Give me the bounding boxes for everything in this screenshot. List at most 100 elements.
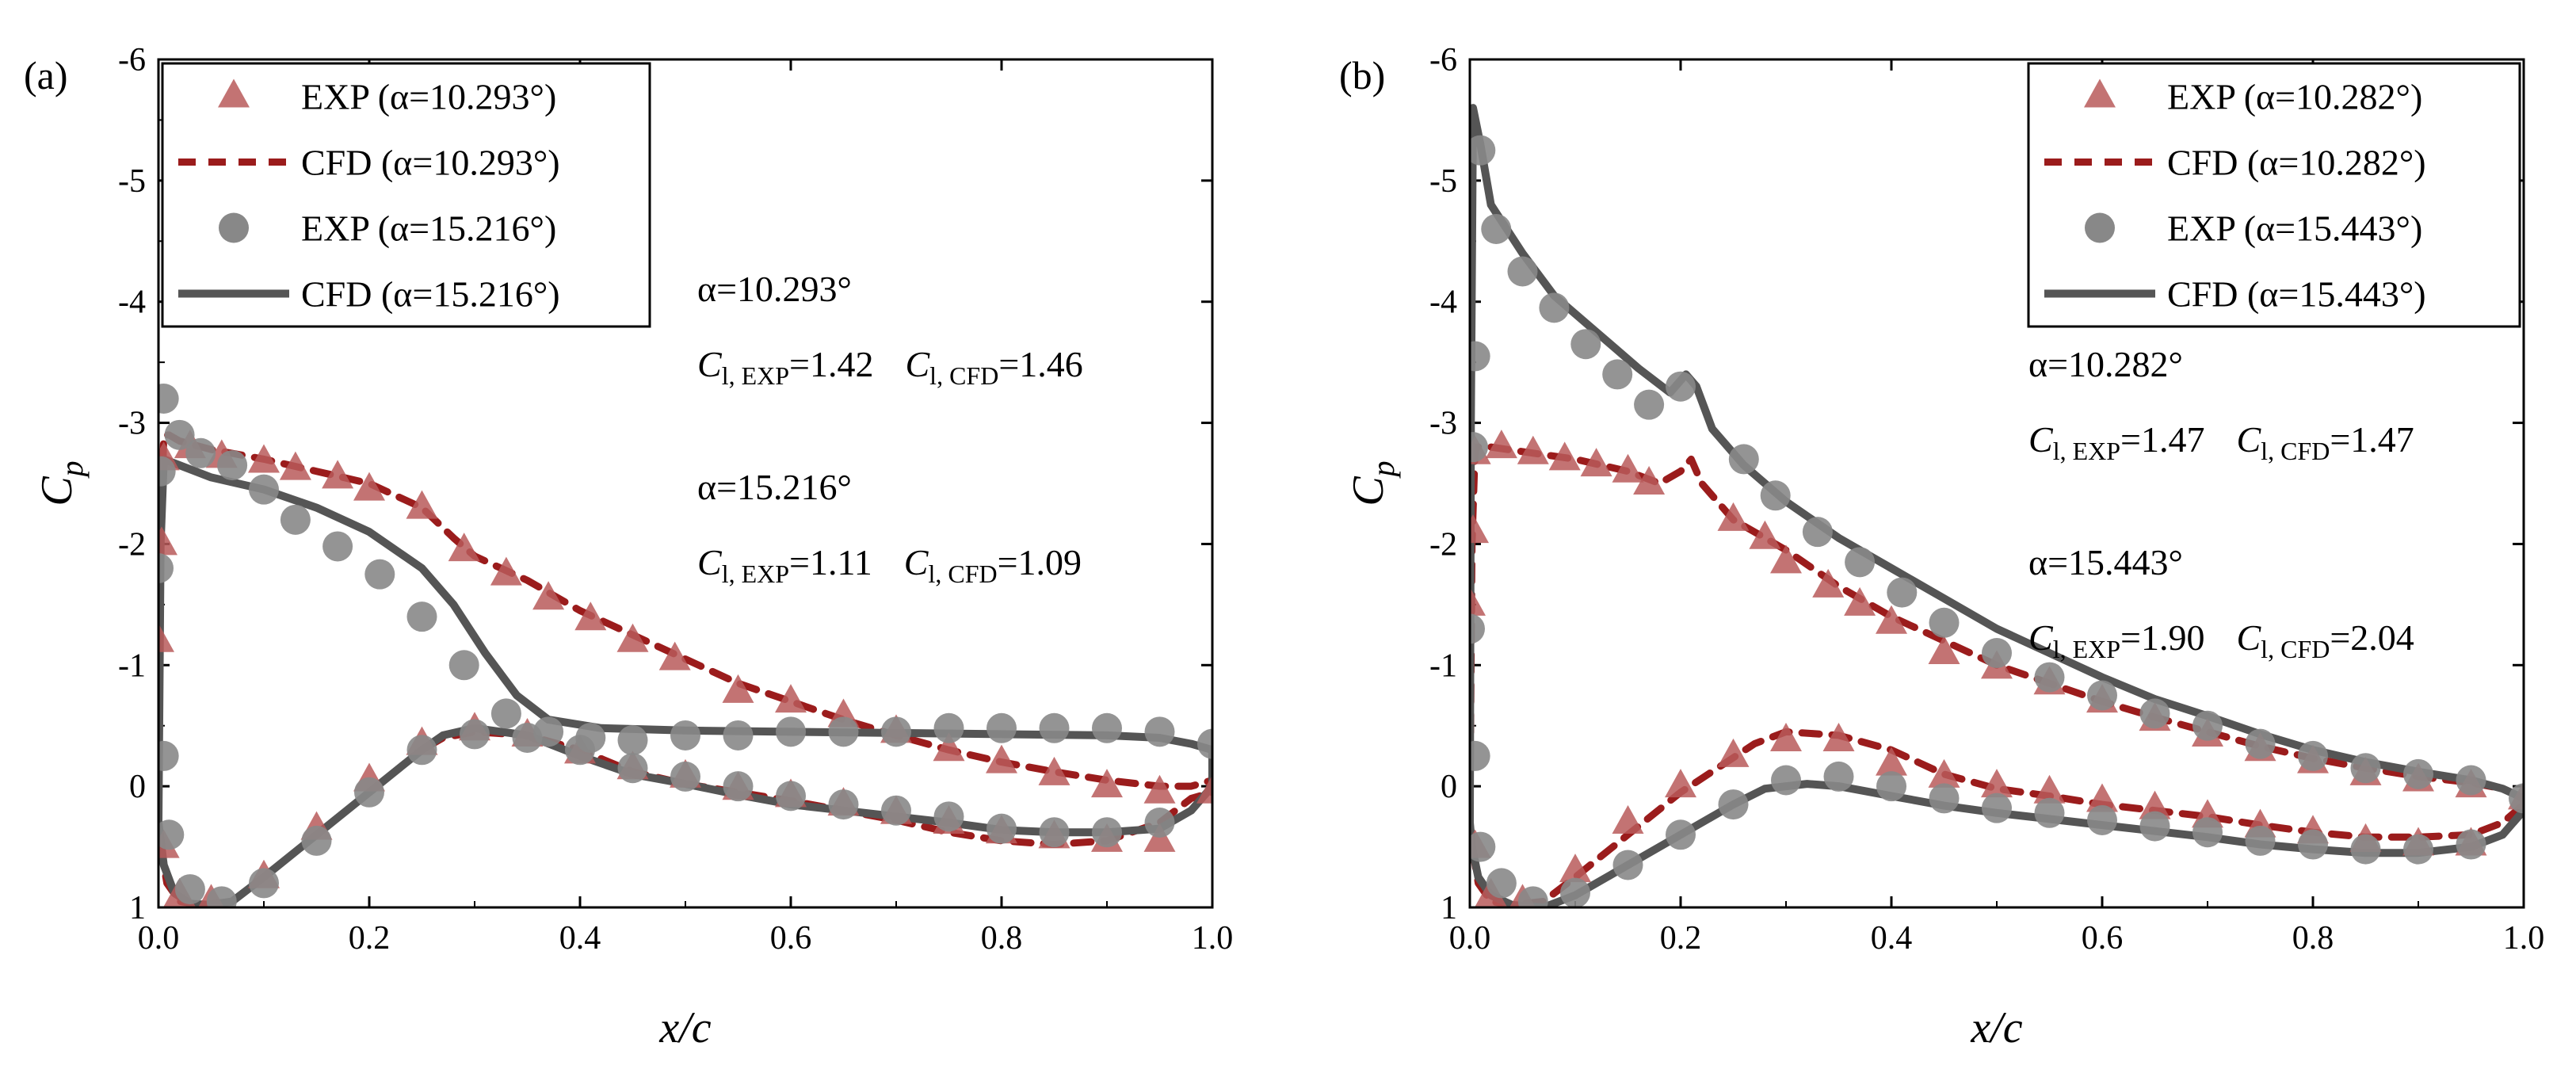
exp-marker-circle	[617, 725, 648, 756]
exp-marker-circle	[2350, 753, 2381, 784]
exp-marker-circle	[1771, 765, 1801, 796]
exp-marker-triangle	[532, 581, 565, 610]
y-axis-title-main: C	[1344, 476, 1393, 506]
exp-marker-triangle	[574, 602, 607, 631]
exp-marker-triangle	[1770, 544, 1802, 574]
panel-label: (a)	[24, 53, 68, 97]
exp-marker-triangle	[1612, 805, 1644, 834]
annotation-cl-exp-prefix: C	[697, 542, 723, 582]
exp-marker-circle	[448, 650, 479, 681]
exp-marker-triangle	[1038, 756, 1070, 785]
x-tick-label: 0.6	[2082, 920, 2124, 957]
exp-marker-triangle	[2033, 774, 2066, 804]
annotation-alpha: α=15.216°	[697, 467, 852, 507]
exp-marker-circle	[1760, 480, 1791, 511]
annotation-cl-exp-sub: l, EXP	[2053, 635, 2120, 663]
exp-marker-circle	[2192, 710, 2223, 741]
y-tick-label: -2	[1429, 526, 1457, 563]
exp-marker-circle	[1481, 214, 1512, 244]
exp-marker-triangle	[248, 444, 280, 473]
annotation-cl-cfd-sub: l, CFD	[928, 560, 997, 588]
exp-marker-triangle	[1196, 774, 1212, 804]
x-tick-label: 0.8	[981, 920, 1023, 957]
exp-marker-circle	[158, 384, 179, 414]
exp-marker-circle	[1470, 831, 1496, 862]
legend-entry: CFD (α=15.216°)	[301, 274, 560, 315]
exp-marker-circle	[1039, 817, 1070, 848]
y-axis-title: Cp	[1344, 460, 1401, 506]
y-axis-title-main: C	[32, 476, 82, 506]
y-tick-label: -1	[118, 647, 146, 684]
exp-marker-triangle	[406, 490, 438, 519]
exp-marker-triangle	[1928, 758, 1960, 788]
annotation-cl-exp-prefix: C	[2028, 617, 2054, 658]
exp-marker-circle	[185, 437, 216, 468]
exp-marker-triangle	[1633, 466, 1666, 495]
legend-entry: EXP (α=10.282°)	[2167, 77, 2422, 117]
exp-marker-circle	[158, 819, 185, 850]
exp-marker-circle	[565, 735, 595, 766]
exp-marker-triangle	[1470, 586, 1486, 616]
y-tick-label: 1	[1441, 890, 1457, 926]
legend: EXP (α=10.293°) CFD (α=10.293°) EXP (α=15.…	[161, 62, 651, 328]
exp-marker-circle	[933, 801, 964, 832]
exp-marker-circle	[723, 720, 754, 750]
exp-marker-circle	[2245, 825, 2276, 856]
exp-marker-circle	[828, 716, 859, 747]
exp-marker-circle	[301, 825, 332, 856]
x-tick-label: 0.8	[2292, 920, 2334, 957]
exp-marker-circle	[1666, 819, 1696, 850]
exp-marker-circle	[2139, 811, 2170, 842]
y-tick-label: 1	[129, 890, 146, 926]
exp-marker-circle	[1728, 444, 1759, 475]
exp-marker-circle	[2509, 783, 2524, 814]
exp-marker-circle	[1470, 613, 1485, 644]
annotation-cl-cfd-prefix: C	[905, 344, 930, 384]
annotation-cl-cfd-prefix: C	[2236, 419, 2261, 460]
exp-marker-circle	[2456, 765, 2486, 796]
exp-marker-triangle	[616, 623, 649, 652]
y-tick-label: 0	[129, 769, 146, 805]
exp-marker-triangle	[1559, 854, 1591, 883]
exp-marker-circle	[776, 716, 806, 747]
legend-entry: CFD (α=15.443°)	[2167, 274, 2426, 315]
exp-marker-circle	[723, 771, 754, 802]
series-group	[1470, 104, 2524, 907]
x-tick-label: 0.4	[1871, 920, 1913, 957]
exp-marker-triangle	[1717, 502, 1750, 531]
y-axis-title-sub: p	[1365, 460, 1401, 479]
annotation-cl-cfd-prefix: C	[904, 542, 929, 582]
exp-marker-triangle	[658, 641, 691, 670]
exp-marker-circle	[1982, 792, 2012, 823]
exp-marker-circle	[1887, 577, 1918, 608]
exp-marker-triangle	[322, 460, 354, 489]
x-tick-label: 1.0	[1192, 920, 1234, 957]
exp-marker-triangle	[986, 744, 1017, 773]
exp-marker-circle	[1539, 292, 1570, 323]
y-tick-label: -4	[118, 285, 146, 321]
exp-marker-triangle	[279, 451, 311, 480]
legend-entry: EXP (α=15.443°)	[2167, 208, 2422, 249]
exp-marker-triangle	[1717, 738, 1750, 767]
exp-marker-triangle	[490, 556, 522, 586]
exp-marker-circle	[174, 874, 205, 905]
exp-marker-triangle	[158, 526, 177, 556]
exp-marker-circle	[828, 789, 859, 820]
y-tick-label: -5	[1429, 163, 1457, 200]
exp-marker-circle	[1560, 877, 1590, 907]
exp-marker-circle	[1929, 607, 1960, 638]
exp-marker-circle	[1486, 868, 1517, 899]
y-tick-label: 0	[1441, 769, 1457, 805]
exp-marker-circle	[1634, 389, 1665, 420]
exp-marker-circle	[1039, 712, 1070, 743]
y-axis-title-sub: p	[54, 460, 90, 479]
annotation-cl-exp-value: =1.11	[789, 542, 872, 582]
exp-marker-circle	[1092, 817, 1122, 848]
exp-marker-triangle	[1812, 568, 1845, 598]
legend-symbol-circle	[219, 212, 249, 243]
exp-marker-circle	[2298, 740, 2328, 771]
annotation-cl: Cl, EXP=1.42 Cl, CFD=1.46	[697, 344, 1083, 390]
annotation-cl-exp-prefix: C	[2028, 419, 2054, 460]
exp-marker-triangle	[1822, 723, 1855, 752]
